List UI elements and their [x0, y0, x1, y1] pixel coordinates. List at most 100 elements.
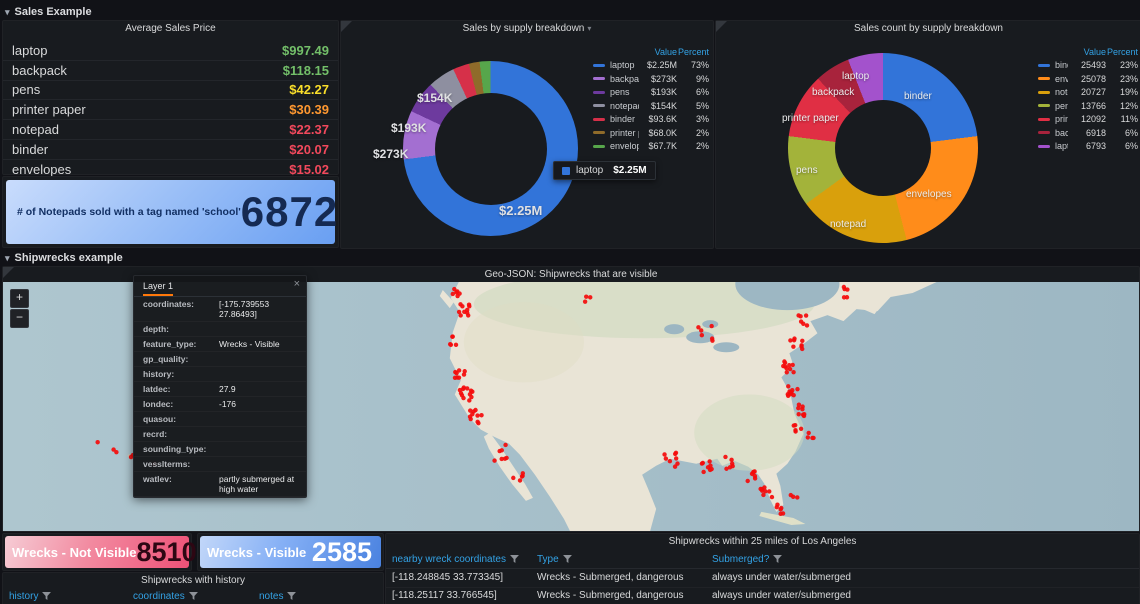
legend-label[interactable]: pens [1055, 100, 1068, 111]
shipwreck-marker[interactable] [729, 457, 734, 463]
shipwreck-marker[interactable] [709, 323, 714, 329]
zoom-in-button[interactable]: + [10, 289, 29, 308]
legend-label[interactable]: pens [610, 87, 630, 98]
legend-item[interactable]: backpack $273K 9% [593, 72, 709, 86]
shipwreck-marker[interactable] [785, 392, 790, 397]
shipwreck-marker[interactable] [492, 458, 497, 463]
shipwreck-marker[interactable] [462, 369, 467, 374]
shipwreck-marker[interactable] [752, 473, 758, 479]
shipwreck-marker[interactable] [798, 314, 803, 319]
legend-item[interactable]: binder 25493 23% [1038, 59, 1138, 73]
panel-title[interactable]: Shipwrecks within 25 miles of Los Angele… [668, 536, 857, 547]
shipwreck-marker[interactable] [841, 284, 847, 290]
shipwreck-marker[interactable] [467, 398, 472, 403]
shipwreck-marker[interactable] [788, 338, 793, 343]
shipwreck-marker[interactable] [787, 363, 792, 368]
shipwreck-marker[interactable] [475, 413, 480, 418]
shipwreck-marker[interactable] [461, 372, 467, 377]
close-icon[interactable]: × [293, 278, 300, 290]
shipwreck-marker[interactable] [588, 295, 593, 300]
shipwreck-marker[interactable] [450, 334, 455, 339]
shipwreck-marker[interactable] [461, 385, 467, 390]
legend-item[interactable]: envelopes $67.7K 2% [593, 140, 709, 154]
legend-item[interactable]: laptop $2.25M 73% [593, 59, 709, 73]
panel-title[interactable]: Sales by supply breakdown ▾ [462, 23, 592, 34]
shipwreck-marker[interactable] [787, 366, 793, 372]
shipwreck-marker[interactable] [456, 375, 462, 380]
legend-item[interactable]: binder $93.6K 3% [593, 113, 709, 127]
shipwreck-marker[interactable] [584, 294, 589, 299]
shipwreck-marker[interactable] [468, 416, 473, 422]
shipwreck-marker[interactable] [457, 387, 463, 393]
shipwreck-marker[interactable] [769, 494, 775, 500]
shipwreck-marker[interactable] [784, 370, 789, 375]
panel-title[interactable]: Sales count by supply breakdown [854, 23, 1003, 34]
shipwreck-marker[interactable] [473, 407, 478, 413]
shipwreck-marker[interactable] [696, 325, 701, 330]
shipwreck-marker[interactable] [476, 420, 481, 426]
shipwreck-marker[interactable] [466, 313, 471, 318]
section-shipwrecks-header[interactable]: ▾ Shipwrecks example [5, 252, 123, 264]
zoom-out-button[interactable]: − [10, 309, 29, 328]
shipwreck-marker[interactable] [791, 344, 796, 349]
legend-label[interactable]: envelopes [1055, 73, 1068, 84]
filter-icon[interactable] [42, 592, 52, 600]
shipwreck-marker[interactable] [805, 435, 811, 440]
shipwreck-marker[interactable] [673, 456, 679, 461]
shipwreck-marker[interactable] [469, 394, 474, 400]
shipwreck-marker[interactable] [782, 359, 787, 364]
shipwreck-marker[interactable] [458, 313, 463, 318]
shipwreck-marker[interactable] [751, 469, 756, 475]
shipwreck-marker[interactable] [795, 495, 800, 500]
shipwreck-marker[interactable] [781, 363, 786, 369]
shipwreck-marker[interactable] [699, 328, 704, 333]
shipwreck-marker[interactable] [767, 489, 772, 494]
shipwreck-marker[interactable] [790, 362, 795, 368]
shipwreck-marker[interactable] [452, 286, 457, 292]
legend-label[interactable]: printer paper [610, 127, 639, 138]
shipwreck-marker[interactable] [663, 456, 669, 461]
panel-info-corner-icon[interactable] [341, 21, 352, 32]
column-header-notes[interactable]: notes [253, 591, 383, 602]
shipwreck-marker[interactable] [745, 478, 750, 484]
legend-label[interactable]: laptop [1055, 141, 1068, 152]
shipwreck-marker[interactable] [780, 511, 786, 516]
shipwreck-marker[interactable] [795, 386, 800, 392]
column-header-coordinates[interactable]: nearby wreck coordinates [386, 554, 531, 565]
shipwreck-marker[interactable] [466, 302, 472, 307]
sales-count-donut[interactable]: binder envelopes notepad pens printer pa… [782, 53, 978, 243]
shipwreck-marker[interactable] [465, 386, 470, 391]
legend-header-percent[interactable]: Percent [677, 46, 709, 57]
column-header-type[interactable]: Type [531, 554, 706, 565]
shipwreck-marker[interactable] [710, 338, 715, 343]
legend-item[interactable]: notepad 20727 19% [1038, 86, 1138, 100]
panel-info-corner-icon[interactable] [3, 267, 14, 278]
legend-label[interactable]: binder [1055, 60, 1068, 71]
panel-title[interactable]: Geo-JSON: Shipwrecks that are visible [484, 269, 658, 280]
shipwreck-marker[interactable] [517, 478, 523, 483]
shipwreck-marker[interactable] [450, 291, 455, 297]
shipwreck-marker[interactable] [699, 333, 705, 338]
shipwreck-marker[interactable] [707, 459, 712, 464]
sales-value-donut[interactable]: $154K $193K $273K $2.25M [373, 61, 578, 236]
shipwreck-marker[interactable] [796, 412, 801, 417]
legend-item[interactable]: pens $193K 6% [593, 86, 709, 100]
legend-item[interactable]: backpack 6918 6% [1038, 126, 1138, 140]
column-header-history[interactable]: history [3, 591, 127, 602]
legend-item[interactable]: printer paper 12092 11% [1038, 113, 1138, 127]
legend-header-value[interactable]: Value [654, 46, 677, 57]
shipwreck-marker[interactable] [791, 392, 796, 398]
shipwreck-marker[interactable] [672, 451, 678, 457]
legend-item[interactable]: laptop 6793 6% [1038, 140, 1138, 154]
shipwreck-marker[interactable] [791, 369, 796, 375]
shipwreck-marker[interactable] [458, 302, 463, 307]
legend-label[interactable]: notepad [1055, 87, 1068, 98]
shipwreck-marker[interactable] [796, 405, 801, 411]
shipwreck-marker[interactable] [758, 486, 763, 492]
legend-item[interactable]: printer paper $68.0K 2% [593, 126, 709, 140]
legend-item[interactable]: pens 13766 12% [1038, 99, 1138, 113]
shipwreck-marker[interactable] [128, 454, 134, 460]
shipwreck-marker[interactable] [793, 427, 798, 433]
shipwreck-marker[interactable] [796, 402, 802, 407]
shipwreck-marker[interactable] [778, 507, 783, 512]
